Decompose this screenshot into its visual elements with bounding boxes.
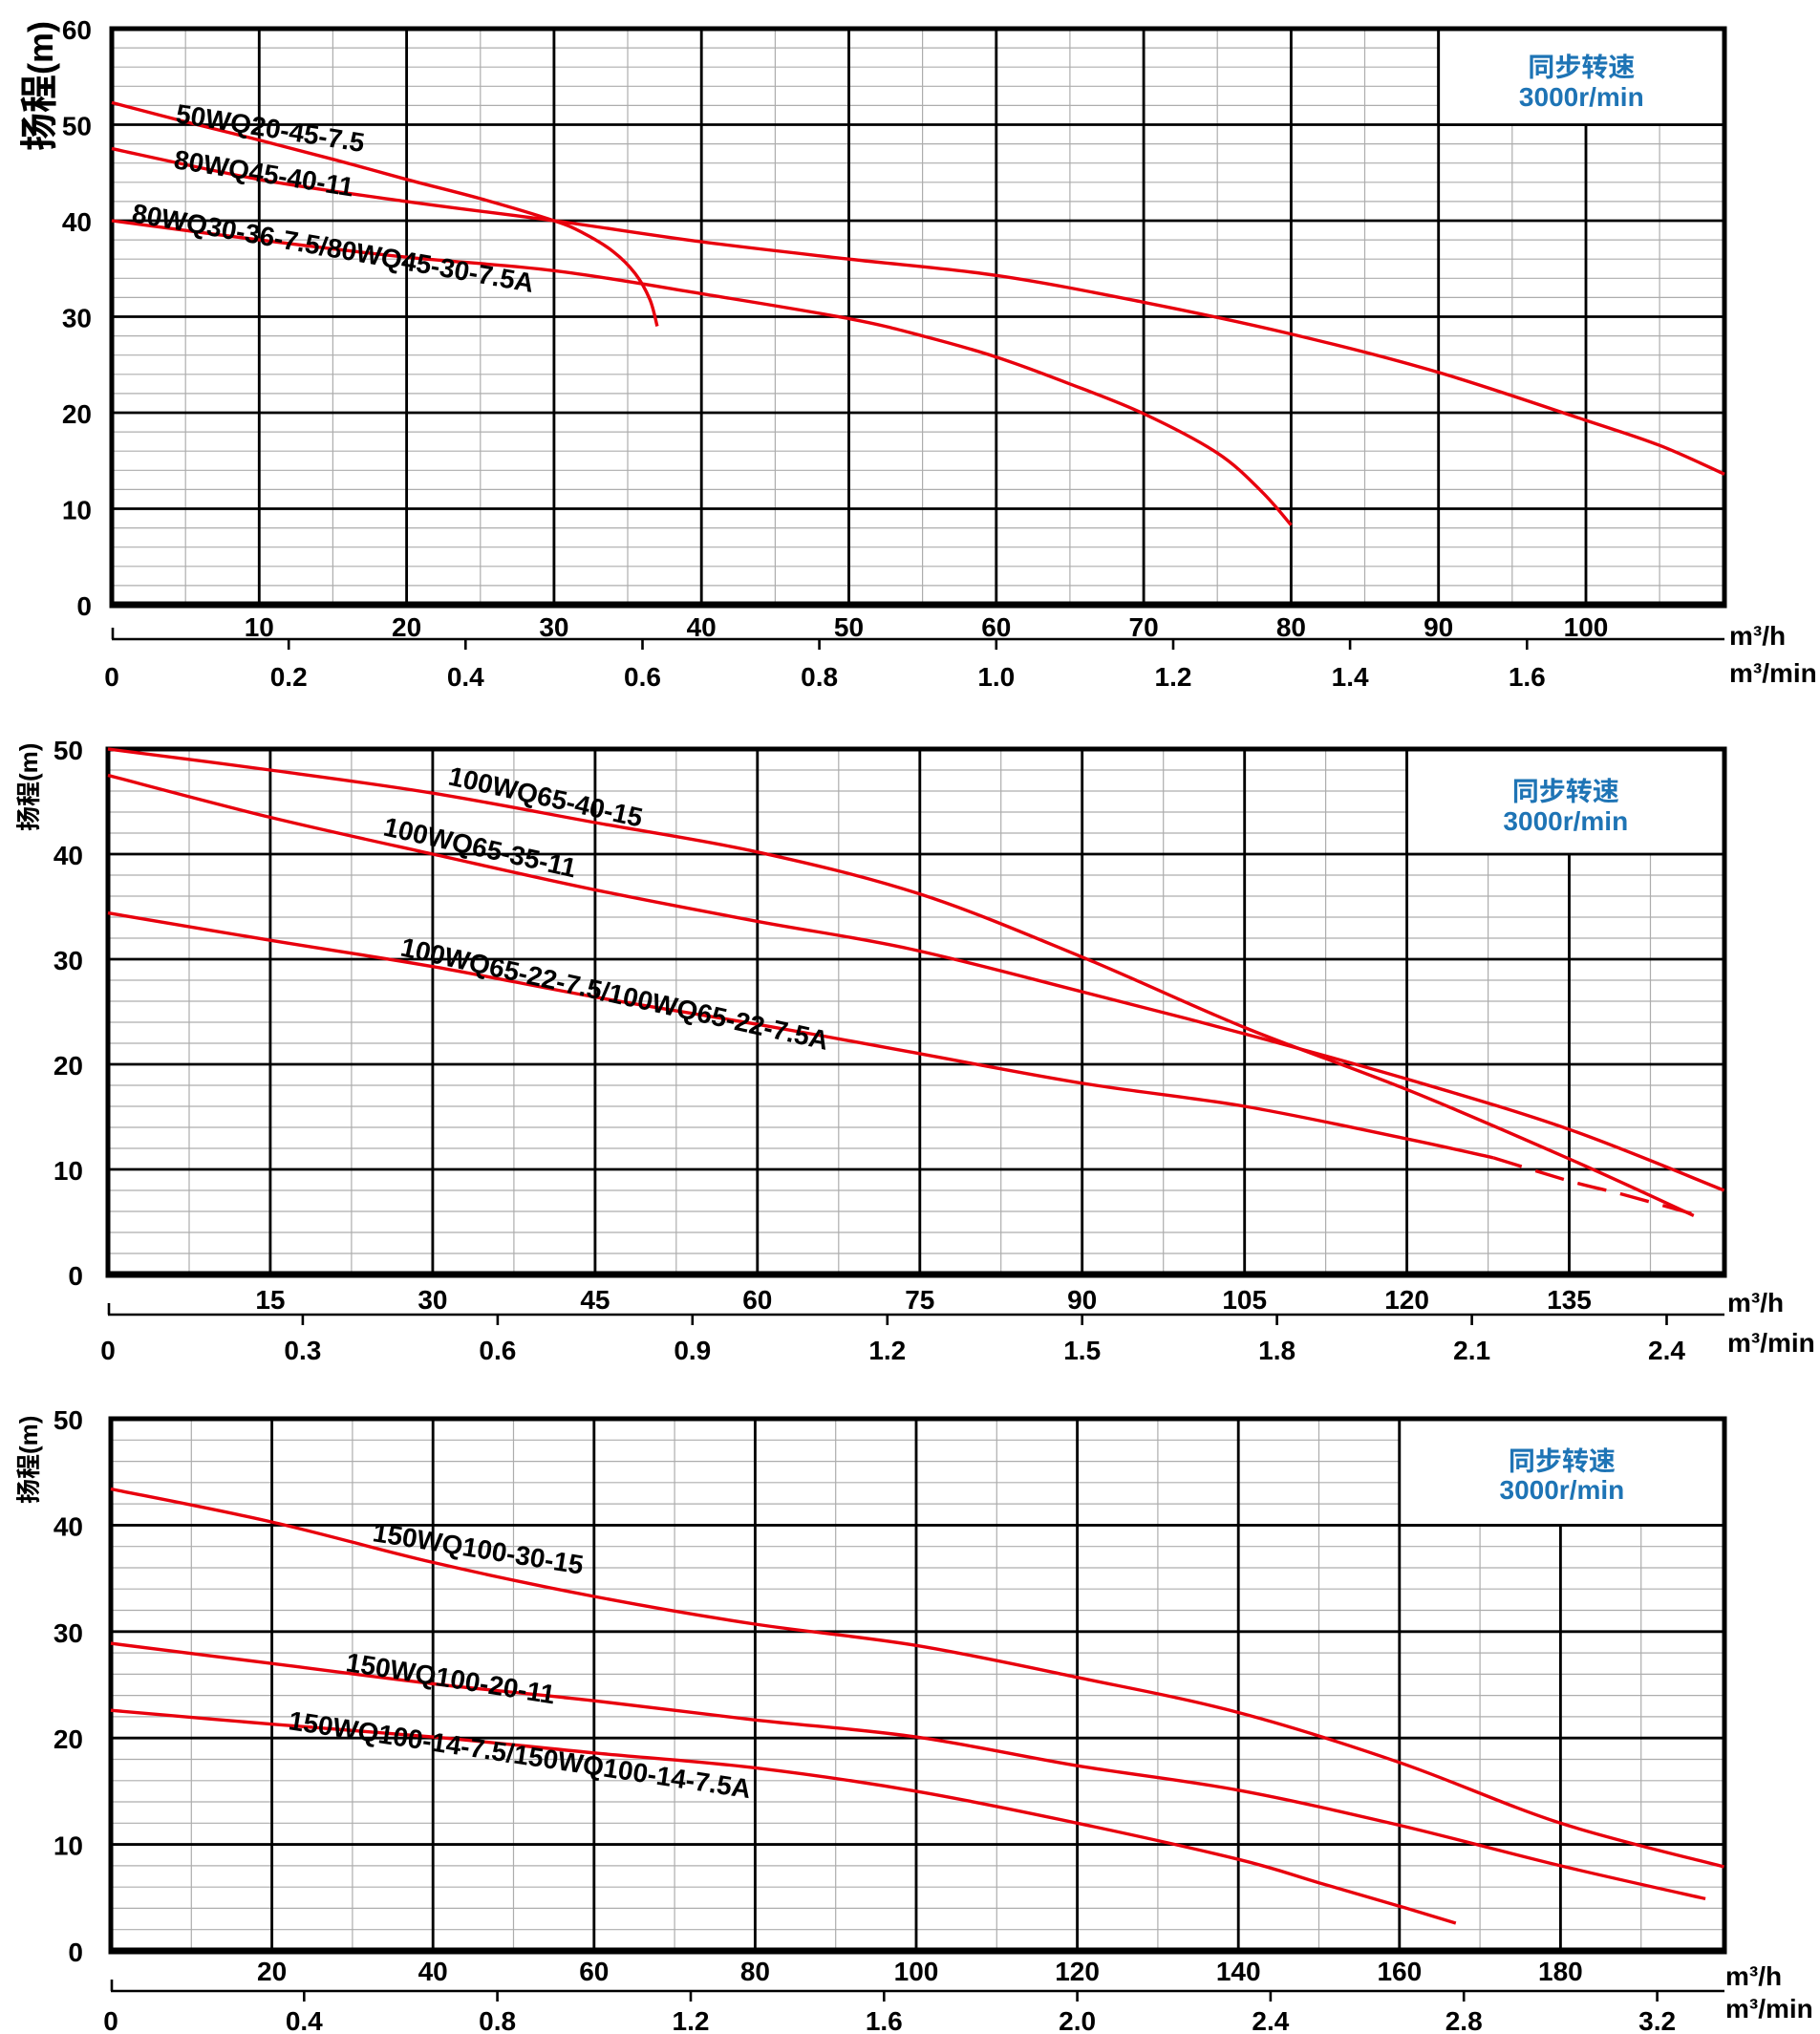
svg-text:m³/h: m³/h xyxy=(1727,1288,1784,1317)
svg-text:50: 50 xyxy=(62,112,92,141)
svg-text:1.4: 1.4 xyxy=(1332,662,1369,692)
svg-text:(m): (m) xyxy=(14,1416,43,1454)
svg-text:0.6: 0.6 xyxy=(624,662,661,692)
svg-text:1.0: 1.0 xyxy=(977,662,1015,692)
svg-text:0: 0 xyxy=(104,662,119,692)
svg-text:0: 0 xyxy=(103,2006,118,2034)
svg-text:105: 105 xyxy=(1222,1285,1267,1315)
svg-text:160: 160 xyxy=(1377,1957,1422,1986)
svg-text:140: 140 xyxy=(1216,1957,1261,1986)
svg-text:10: 10 xyxy=(62,496,92,525)
svg-text:2.8: 2.8 xyxy=(1445,2006,1483,2034)
svg-text:0.6: 0.6 xyxy=(479,1336,516,1365)
svg-text:m³/min: m³/min xyxy=(1727,1328,1815,1358)
svg-text:2.0: 2.0 xyxy=(1059,2006,1096,2034)
svg-text:m³/h: m³/h xyxy=(1725,1961,1782,1991)
svg-text:40: 40 xyxy=(62,207,92,237)
svg-text:40: 40 xyxy=(54,841,83,870)
svg-text:60: 60 xyxy=(981,612,1011,642)
svg-text:1.6: 1.6 xyxy=(1509,662,1546,692)
svg-text:(m): (m) xyxy=(14,743,43,781)
svg-text:15: 15 xyxy=(255,1285,285,1315)
svg-text:80: 80 xyxy=(740,1957,770,1986)
svg-text:50: 50 xyxy=(834,612,864,642)
svg-text:30: 30 xyxy=(54,946,83,975)
svg-text:2.1: 2.1 xyxy=(1453,1336,1490,1365)
svg-text:1.2: 1.2 xyxy=(1155,662,1192,692)
svg-text:0: 0 xyxy=(76,591,92,621)
svg-text:3.2: 3.2 xyxy=(1638,2006,1676,2034)
svg-text:0.4: 0.4 xyxy=(286,2006,323,2034)
svg-text:m³/min: m³/min xyxy=(1725,1994,1813,2023)
svg-text:180: 180 xyxy=(1538,1957,1583,1986)
svg-text:75: 75 xyxy=(905,1285,934,1315)
svg-text:0.9: 0.9 xyxy=(674,1336,711,1365)
svg-text:1.2: 1.2 xyxy=(673,2006,710,2034)
svg-text:45: 45 xyxy=(580,1285,610,1315)
svg-text:20: 20 xyxy=(257,1957,287,1986)
svg-text:1.6: 1.6 xyxy=(866,2006,903,2034)
svg-text:135: 135 xyxy=(1547,1285,1592,1315)
svg-text:0.4: 0.4 xyxy=(447,662,484,692)
svg-text:60: 60 xyxy=(62,15,92,45)
svg-text:20: 20 xyxy=(54,1051,83,1081)
svg-text:0.2: 0.2 xyxy=(270,662,308,692)
svg-text:0: 0 xyxy=(68,1261,83,1291)
svg-text:(m): (m) xyxy=(21,21,60,75)
svg-text:3000r/min: 3000r/min xyxy=(1500,1475,1625,1505)
svg-text:30: 30 xyxy=(418,1285,447,1315)
svg-text:0: 0 xyxy=(100,1336,116,1365)
svg-text:2.4: 2.4 xyxy=(1252,2006,1289,2034)
svg-text:m³/h: m³/h xyxy=(1729,621,1786,651)
svg-text:3000r/min: 3000r/min xyxy=(1503,806,1628,836)
svg-text:30: 30 xyxy=(539,612,568,642)
svg-text:120: 120 xyxy=(1384,1285,1429,1315)
svg-text:3000r/min: 3000r/min xyxy=(1519,82,1644,112)
svg-text:70: 70 xyxy=(1129,612,1159,642)
svg-text:60: 60 xyxy=(742,1285,772,1315)
svg-text:100: 100 xyxy=(894,1957,939,1986)
svg-text:10: 10 xyxy=(54,1831,83,1861)
svg-text:2.4: 2.4 xyxy=(1648,1336,1685,1365)
svg-text:40: 40 xyxy=(418,1957,448,1986)
svg-text:100: 100 xyxy=(1564,612,1609,642)
svg-text:20: 20 xyxy=(54,1724,83,1754)
svg-text:30: 30 xyxy=(62,304,92,333)
svg-text:0.8: 0.8 xyxy=(801,662,838,692)
svg-text:20: 20 xyxy=(62,399,92,429)
svg-text:40: 40 xyxy=(54,1511,83,1541)
svg-text:30: 30 xyxy=(54,1618,83,1648)
svg-text:60: 60 xyxy=(579,1957,609,1986)
svg-text:90: 90 xyxy=(1424,612,1453,642)
svg-text:10: 10 xyxy=(245,612,274,642)
svg-text:40: 40 xyxy=(687,612,717,642)
svg-text:m³/min: m³/min xyxy=(1729,658,1817,688)
svg-text:90: 90 xyxy=(1067,1285,1097,1315)
svg-text:20: 20 xyxy=(392,612,421,642)
svg-text:1.5: 1.5 xyxy=(1063,1336,1101,1365)
svg-text:1.2: 1.2 xyxy=(868,1336,906,1365)
svg-text:50: 50 xyxy=(54,736,83,765)
svg-text:10: 10 xyxy=(54,1156,83,1186)
svg-text:0.8: 0.8 xyxy=(479,2006,516,2034)
svg-text:50: 50 xyxy=(54,1405,83,1435)
svg-text:1.8: 1.8 xyxy=(1258,1336,1295,1365)
svg-text:80: 80 xyxy=(1276,612,1306,642)
svg-text:120: 120 xyxy=(1055,1957,1100,1986)
svg-text:0.3: 0.3 xyxy=(284,1336,321,1365)
svg-text:0: 0 xyxy=(68,1938,83,1967)
